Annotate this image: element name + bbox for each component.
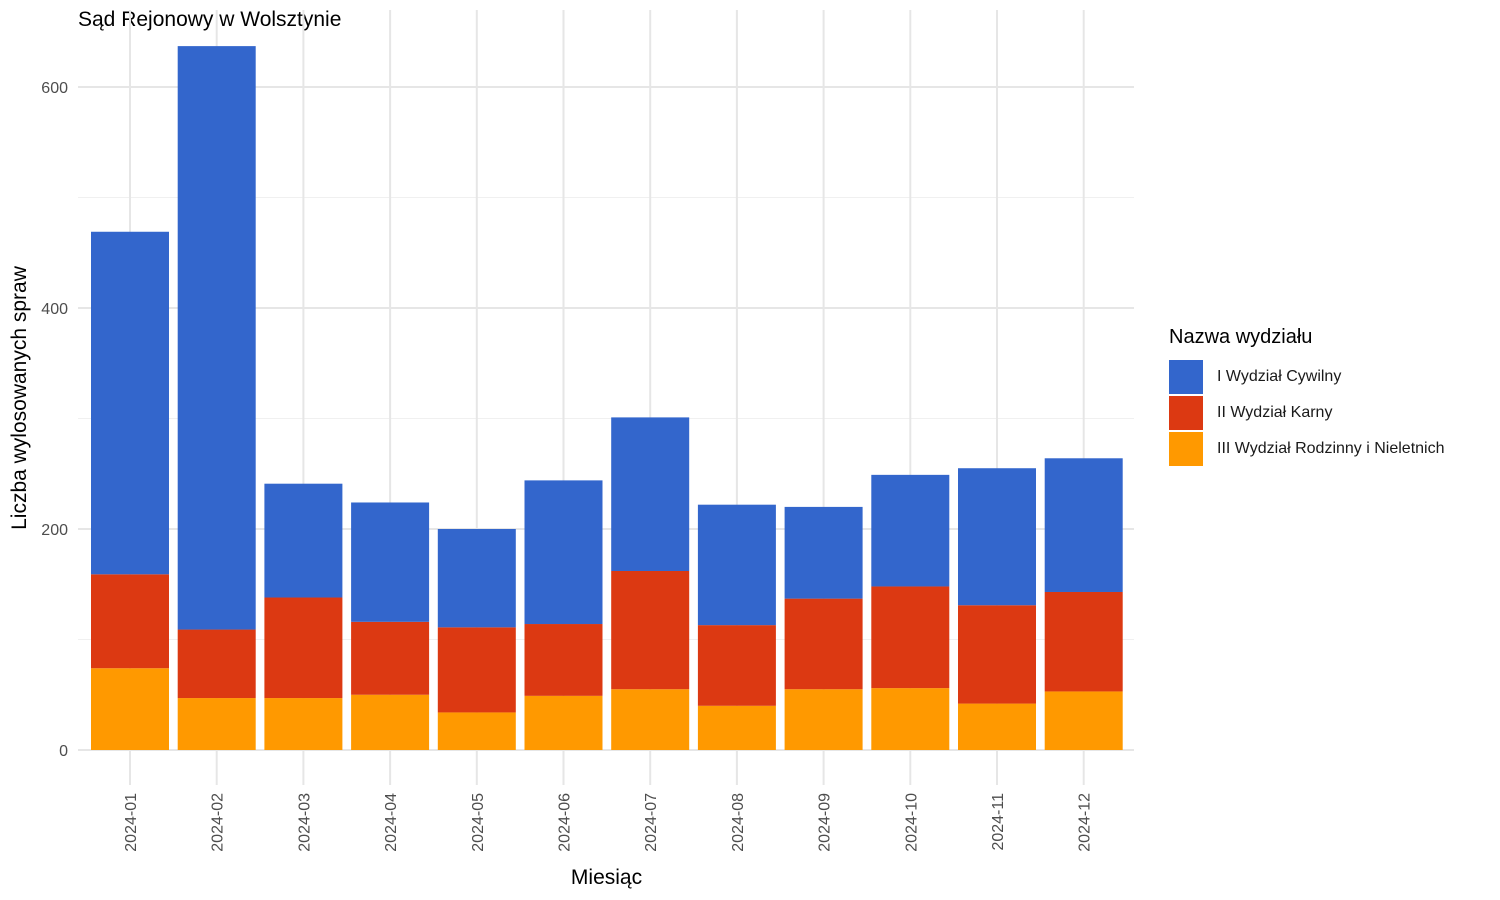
bar-segment	[524, 480, 603, 625]
legend-label: I Wydział Cywilny	[1217, 368, 1342, 385]
y-axis-label: Liczba wylosowanych spraw	[8, 266, 31, 530]
legend-swatch	[1169, 432, 1203, 466]
bar-segment	[784, 506, 863, 599]
x-axis-ticks: 2024-01 2024-02 2024-03 2024-04 2024-05 2024-…	[123, 793, 1094, 852]
bar-segment	[958, 605, 1036, 704]
x-tick-label: 2024-02	[210, 793, 227, 852]
x-tick-label: 2024-07	[643, 793, 660, 852]
bar-segment	[264, 698, 343, 750]
bar-segment	[264, 597, 343, 699]
legend-label: II Wydział Karny	[1217, 404, 1333, 421]
x-tick-label: 2024-05	[470, 793, 487, 852]
bar-segment	[1044, 591, 1123, 692]
legend-label: III Wydział Rodzinny i Nieletnich	[1217, 440, 1445, 457]
bar-segment	[351, 694, 430, 750]
x-tick-label: 2024-09	[817, 793, 834, 852]
bar-segment	[437, 529, 516, 628]
legend: Nazwa wydziału I Wydział Cywilny II Wydzi…	[1169, 326, 1445, 467]
x-tick-label: 2024-12	[1077, 793, 1094, 852]
y-tick-label: 600	[41, 80, 68, 97]
legend-swatch	[1169, 360, 1203, 394]
bar-segment	[91, 668, 169, 750]
bar-segment	[958, 468, 1036, 606]
bar-segment	[437, 627, 516, 713]
y-tick-label: 200	[41, 522, 68, 539]
bar-segment	[611, 689, 690, 750]
bar-segment	[437, 712, 516, 750]
bar-segment	[264, 483, 343, 598]
bar-segment	[91, 574, 169, 669]
bar-segment	[611, 570, 690, 690]
y-tick-label: 400	[41, 301, 68, 318]
y-axis-ticks: 0 200 400 600	[41, 80, 68, 760]
bar-segment	[524, 695, 603, 750]
x-tick-label: 2024-11	[990, 793, 1007, 851]
bar-segment	[1044, 691, 1123, 750]
y-tick-label: 0	[59, 743, 68, 760]
bar-segment	[351, 621, 430, 695]
legend-item: I Wydział Cywilny	[1169, 359, 1445, 395]
bars	[91, 46, 1123, 750]
x-tick-label: 2024-06	[557, 793, 574, 852]
legend-swatch	[1169, 396, 1203, 430]
legend-item: III Wydział Rodzinny i Nieletnich	[1169, 431, 1445, 467]
x-tick-label: 2024-10	[903, 793, 920, 852]
bar-segment	[697, 625, 776, 706]
bar-segment	[958, 703, 1036, 750]
legend-item: II Wydział Karny	[1169, 395, 1445, 431]
bar-segment	[697, 504, 776, 626]
bar-segment	[871, 586, 950, 689]
x-axis-label: Miesiąc	[570, 866, 643, 889]
bar-segment	[177, 698, 256, 750]
bar-segment	[351, 502, 430, 622]
legend-items: I Wydział Cywilny II Wydział Karny III Wyd…	[1169, 359, 1445, 467]
bar-segment	[871, 474, 950, 587]
bar-segment	[784, 689, 863, 750]
x-tick-label: 2024-03	[296, 793, 313, 852]
x-tick-label: 2024-04	[383, 793, 400, 852]
bar-segment	[177, 46, 256, 630]
bar-segment	[697, 705, 776, 750]
bar-segment	[1044, 458, 1123, 592]
chart-title: Sąd Rejonowy w Wolsztynie	[78, 8, 342, 31]
x-tick-label: 2024-01	[123, 793, 140, 852]
bar-segment	[524, 624, 603, 696]
bar-segment	[784, 598, 863, 690]
bar-segment	[611, 417, 690, 571]
bar-segment	[177, 629, 256, 699]
bar-segment	[871, 688, 950, 750]
legend-title: Nazwa wydziału	[1169, 326, 1313, 348]
x-tick-label: 2024-08	[730, 793, 747, 852]
bar-segment	[91, 231, 169, 575]
